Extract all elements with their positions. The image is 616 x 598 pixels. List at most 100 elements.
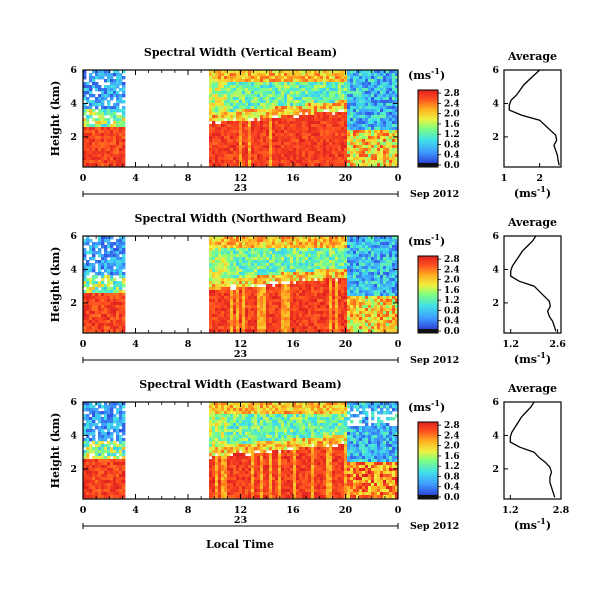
heatmap-cell [119,251,123,255]
heatmap-cell [257,308,261,312]
heatmap-cell [368,160,372,164]
heatmap-cell [89,257,93,261]
heatmap-cell [332,248,336,252]
heatmap-cell [302,163,306,167]
heatmap-cell [287,317,291,321]
heatmap-cell [233,100,237,104]
heatmap-cell [335,115,339,119]
heatmap-cell [368,278,372,282]
heatmap-cell [254,124,258,128]
heatmap-cell [212,163,216,167]
heatmap-cell [347,323,351,327]
heatmap-cell [269,88,273,92]
heatmap-cell [224,88,228,92]
heatmap-cell [299,248,303,252]
heatmap-cell [371,97,375,101]
average-y-tick-label: 6 [492,231,499,242]
heatmap-cell [380,260,384,264]
heatmap-cell [317,82,321,86]
heatmap-cell [245,121,249,125]
heatmap-cell [254,251,258,255]
heatmap-cell [332,287,336,291]
heatmap-cell [242,106,246,110]
heatmap-cell [245,148,249,152]
heatmap-cell [281,88,285,92]
heatmap-cell [98,115,102,119]
heatmap-cell [119,73,123,77]
heatmap-cell [224,136,228,140]
heatmap-cell [329,320,333,324]
heatmap-cell [311,305,315,309]
heatmap-cell [332,281,336,285]
heatmap-cell [317,278,321,282]
heatmap-cell [272,148,276,152]
heatmap-cell [302,275,306,279]
heatmap-cell [389,94,393,98]
heatmap-cell [242,323,246,327]
heatmap-cell [392,145,396,149]
heatmap-cell [272,91,276,95]
heatmap-cell [230,142,234,146]
heatmap-cell [389,263,393,267]
heatmap-cell [116,133,120,137]
heatmap-cell [365,124,369,128]
heatmap-cell [359,320,363,324]
heatmap-cell [320,248,324,252]
heatmap-cell [377,151,381,155]
heatmap-cell [218,284,222,288]
heatmap-cell [329,85,333,89]
heatmap-cell [344,254,348,258]
heatmap-cell [281,136,285,140]
heatmap-cell [254,109,258,113]
heatmap-cell [395,257,399,261]
heatmap-cell [293,248,297,252]
heatmap-cell [323,145,327,149]
heatmap-cell [104,251,108,255]
heatmap-cell [317,272,321,276]
colorbar-tick-label: 0.4 [444,151,460,161]
heatmap-cell [284,94,288,98]
heatmap-cell [290,106,294,110]
heatmap-cell [119,121,123,125]
heatmap-cell [296,100,300,104]
heatmap-cell [365,281,369,285]
heatmap-cell [329,115,333,119]
heatmap-cell [221,296,225,300]
heatmap-cell [320,97,324,101]
heatmap-cell [311,299,315,303]
heatmap-cell [386,239,390,243]
heatmap-cell [371,293,375,297]
heatmap-cell [209,163,213,167]
heatmap-cell [284,115,288,119]
heatmap-cell [323,139,327,143]
heatmap-cell [338,323,342,327]
heatmap-cell [83,124,87,128]
heatmap-cell [281,91,285,95]
heatmap-cell [308,239,312,243]
heatmap-cell [326,317,330,321]
heatmap-cell [332,290,336,294]
heatmap-cell [308,79,312,83]
heatmap-cell [299,308,303,312]
heatmap-cell [311,260,315,264]
heatmap-cell [86,251,90,255]
heatmap-cell [275,79,279,83]
heatmap-cell [212,257,216,261]
heatmap-cell [218,248,222,252]
heatmap-cell [365,148,369,152]
heatmap-cell [209,254,213,258]
heatmap-cell [254,163,258,167]
heatmap-cell [239,145,243,149]
heatmap-cell [239,76,243,80]
heatmap-cell [368,248,372,252]
heatmap-cell [269,106,273,110]
heatmap-cell [341,317,345,321]
heatmap-cell [257,266,261,270]
heatmap-cell [350,142,354,146]
heatmap-cell [305,287,309,291]
heatmap-cell [224,323,228,327]
heatmap-cell [365,311,369,315]
heatmap-cell [329,136,333,140]
heatmap-cell [302,269,306,273]
heatmap-cell [299,296,303,300]
